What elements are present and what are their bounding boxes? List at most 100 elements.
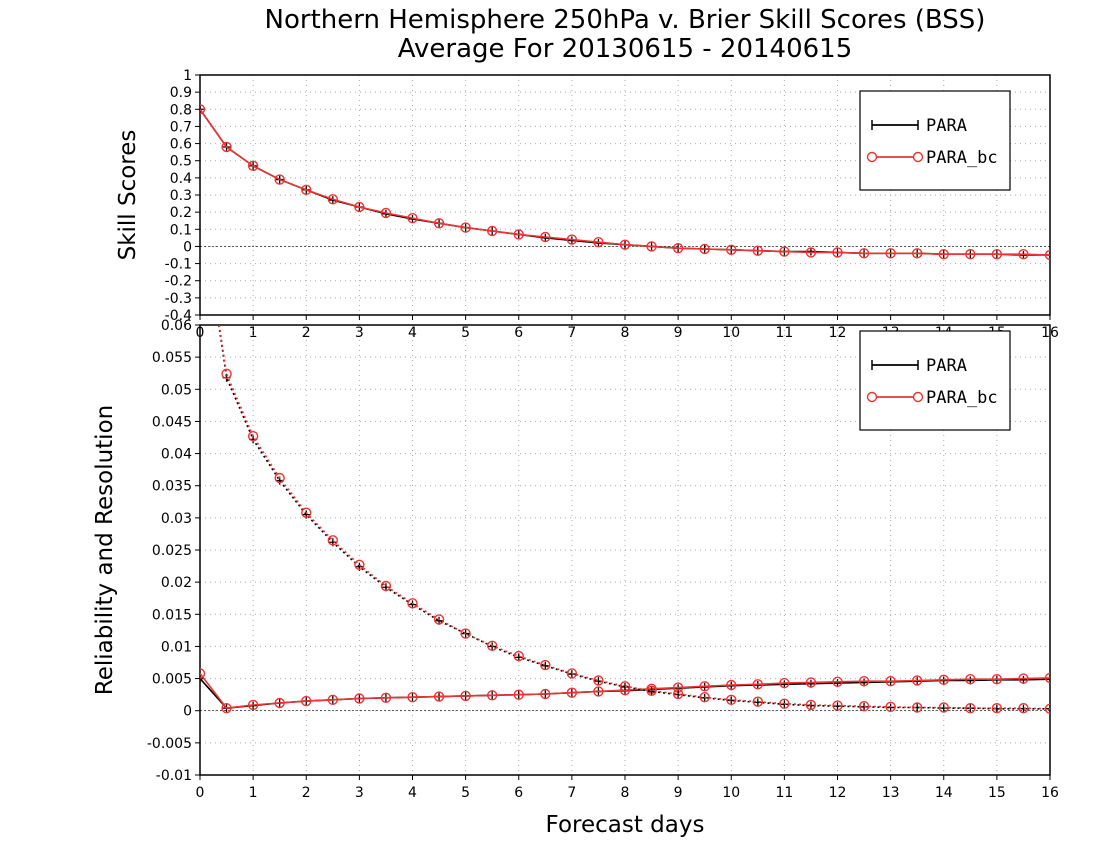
data-point [274,174,285,185]
legend: PARA PARA_bc [859,330,1011,431]
x-tick-label: 4 [408,325,417,341]
data-point [540,688,551,700]
data-point [460,628,471,639]
data-point [991,702,1003,714]
data-point [1044,703,1050,714]
legend-box [859,330,1011,431]
y-axis-label: Skill Scores [115,130,141,261]
y-tick-label: 0.045 [152,414,192,430]
x-tick-label: 7 [567,325,576,341]
plot-area [200,325,1050,714]
series-line-dotted-2 [218,325,1050,710]
x-tick-label: 0 [196,785,205,801]
y-tick-label: -0.005 [147,736,192,752]
data-point [380,207,392,219]
y-tick-label: -0.4 [165,308,192,324]
x-tick-label: 7 [567,785,576,801]
data-point [433,218,445,229]
series-line-para_bc [200,108,1050,256]
data-point [200,104,206,115]
y-tick-label: 0.3 [170,188,192,204]
data-point [965,674,976,685]
legend-label: PARA [926,116,967,136]
x-tick-label: 3 [355,325,364,341]
data-point [646,241,657,252]
x-axis-label: Forecast days [546,812,705,838]
data-point [593,236,604,248]
y-tick-label: 1 [183,68,192,84]
data-point [486,690,498,701]
data-point [619,239,631,250]
data-point [486,225,498,237]
x-tick-label: 11 [775,325,793,341]
data-point [991,248,1003,260]
legend-marker [866,151,878,163]
y-tick-label: 0 [183,704,192,720]
data-point [200,668,206,679]
data-point [938,702,949,713]
y-tick-label: 0.1 [170,222,192,238]
data-point [1044,249,1050,261]
data-point [513,689,524,700]
data-point [593,686,604,697]
data-point [885,701,896,713]
data-point [885,248,896,259]
y-tick-label: 0.01 [161,639,192,655]
data-point [433,614,445,625]
y-axis-label: Reliability and Resolution [92,405,118,695]
data-point [593,675,604,686]
data-point [858,248,870,259]
data-point [566,668,578,679]
data-point [991,674,1003,685]
data-point [752,245,764,256]
x-tick-label: 12 [829,325,847,341]
data-point [274,697,285,709]
data-point [274,472,285,484]
data-point [1046,704,1050,713]
y-tick-label: 0.04 [161,447,192,463]
x-tick-label: 1 [249,785,258,801]
data-point [247,699,259,711]
data-point [1044,672,1050,684]
data-point [805,699,817,711]
series-line-dotted-3 [218,325,1050,710]
data-point [327,535,339,546]
data-point [858,675,870,687]
plot-area [200,104,1050,261]
y-tick-label: 0.05 [161,382,192,398]
data-point [200,105,204,114]
y-tick-label: 0.015 [152,607,192,623]
data-point [911,702,923,713]
data-point [911,248,923,259]
x-tick-label: 5 [461,785,470,801]
data-point [327,194,339,205]
data-point [380,692,392,704]
y-tick-label: -0.3 [165,291,192,307]
y-tick-label: 0.005 [152,672,192,688]
data-point [779,698,790,709]
y-tick-label: 0.025 [152,543,192,559]
y-tick-label: 0.055 [152,350,192,366]
data-point [1046,675,1050,684]
data-point [779,246,790,257]
data-point [221,702,232,714]
data-point [938,674,949,686]
data-point [965,248,976,260]
legend-label: PARA_bc [926,388,998,408]
data-point [726,694,737,705]
x-tick-label: 6 [514,325,523,341]
data-point [486,640,498,651]
x-tick-label: 8 [621,785,630,801]
x-tick-label: 4 [408,785,417,801]
y-tick-label: 0.8 [170,102,192,118]
data-point [221,368,232,380]
data-point [380,580,392,592]
data-point [646,685,657,696]
x-tick-label: 12 [829,785,847,801]
legend-box [859,90,1011,191]
data-point [1018,248,1029,260]
legend: PARA PARA_bc [859,90,1011,191]
data-point [433,691,445,702]
data-point [779,677,790,689]
